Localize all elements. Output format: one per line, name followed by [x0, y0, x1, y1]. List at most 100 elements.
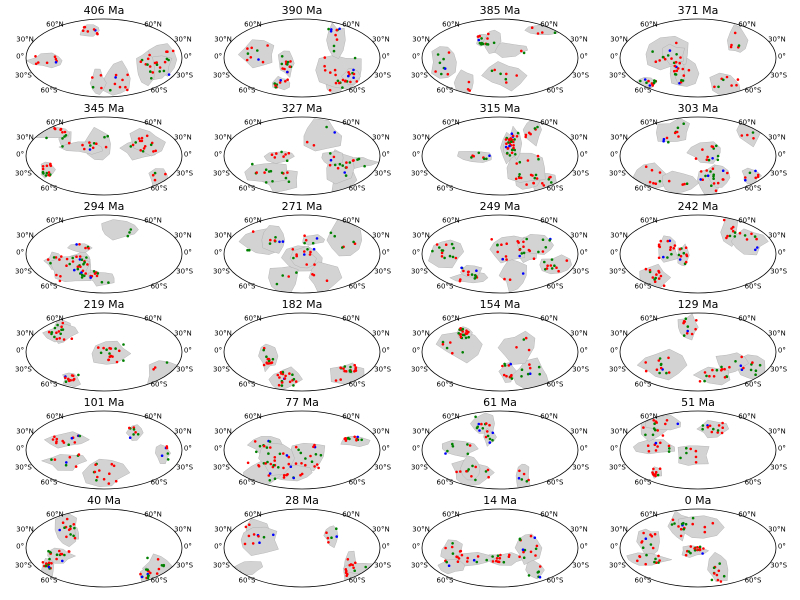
lat-tick-left: 30°S: [213, 562, 230, 570]
lat-tick-right: 60°N: [144, 511, 162, 519]
lat-tick-right: 30°S: [572, 268, 589, 276]
map-panel: 271 Ma 60°N 30°N 0° 30°S 60°S 60°N 30°N 0° 30°S 60…: [203, 196, 401, 294]
occurrence-point-red: [754, 176, 757, 180]
occurrence-point-red: [468, 89, 471, 92]
occurrence-point-red: [701, 148, 704, 151]
occurrence-point-red: [670, 57, 673, 60]
occurrence-point-red: [74, 465, 78, 468]
occurrence-point-green: [68, 262, 71, 266]
lat-tick-right: 30°N: [570, 232, 588, 240]
occurrence-point-green: [525, 480, 529, 483]
occurrence-point-green: [698, 545, 702, 549]
occurrence-point-green: [679, 456, 682, 460]
occurrence-point-green: [165, 361, 169, 364]
mollweide-map: 60°N 30°N 0° 30°S 60°S 60°N 30°N 0° 30°S 60°S: [411, 508, 590, 588]
occurrence-point-blue: [686, 329, 689, 333]
occurrence-point-green: [44, 564, 48, 568]
occurrence-point-green: [499, 72, 502, 76]
occurrence-point-red: [126, 73, 129, 77]
occurrence-point-red: [352, 72, 356, 76]
lat-tick-left: 30°S: [609, 268, 626, 276]
occurrence-point-red: [87, 247, 90, 250]
occurrence-point-red: [267, 357, 271, 361]
occurrence-point-green: [146, 568, 149, 571]
occurrence-point-red: [658, 467, 662, 470]
lat-tick-left: 0°: [16, 347, 24, 355]
landmass: [470, 412, 495, 434]
occurrence-point-red: [520, 49, 523, 53]
occurrence-point-red: [673, 69, 676, 73]
lat-tick-right: 30°S: [770, 72, 787, 80]
occurrence-point-red: [696, 546, 699, 549]
occurrence-point-green: [146, 576, 150, 580]
occurrence-point-green: [689, 551, 692, 555]
occurrence-point-red: [694, 461, 698, 464]
occurrence-point-red: [651, 276, 655, 279]
occurrence-point-green: [682, 122, 685, 125]
lat-tick-right: 60°S: [745, 381, 762, 389]
occurrence-point-green: [457, 332, 460, 335]
occurrence-point-green: [166, 452, 170, 455]
landmass: [302, 234, 325, 246]
occurrence-point-red: [341, 78, 345, 82]
landmass: [431, 46, 457, 79]
occurrence-point-green: [537, 250, 540, 254]
lat-tick-left: 60°S: [635, 185, 652, 193]
occurrence-point-red: [270, 153, 274, 156]
occurrence-point-green: [80, 276, 84, 279]
occurrence-point-red: [720, 431, 724, 435]
occurrence-point-green: [78, 434, 82, 438]
lat-tick-right: 60°N: [738, 21, 756, 29]
occurrence-point-green: [106, 134, 109, 138]
occurrence-point-red: [515, 74, 518, 77]
occurrence-point-red: [81, 29, 85, 32]
occurrence-point-red: [722, 218, 726, 222]
occurrence-point-red: [164, 172, 167, 176]
occurrence-point-red: [276, 373, 280, 377]
occurrence-point-green: [645, 81, 648, 84]
occurrence-point-blue: [518, 254, 521, 258]
occurrence-point-red: [726, 171, 729, 175]
occurrence-point-red: [504, 255, 508, 258]
occurrence-point-red: [64, 376, 67, 380]
occurrence-point-red: [78, 243, 81, 246]
lat-tick-right: 60°S: [151, 577, 168, 585]
lat-tick-right: 60°N: [540, 315, 558, 323]
occurrence-point-red: [725, 75, 729, 79]
panel-title: 129 Ma: [677, 298, 719, 311]
mollweide-map: 60°N 30°N 0° 30°S 60°S 60°N 30°N 0° 30°S 60°S: [15, 508, 194, 588]
occurrence-point-green: [522, 338, 526, 341]
panel-title: 371 Ma: [677, 4, 719, 17]
mollweide-map: 60°N 30°N 0° 30°S 60°S 60°N 30°N 0° 30°S 60°S: [609, 116, 788, 196]
map-panel: 51 Ma 60°N 30°N 0° 30°S 60°S 60°N 30°N 0° 30°S 60°…: [599, 392, 797, 490]
occurrence-point-red: [693, 547, 696, 550]
occurrence-point-green: [286, 63, 289, 66]
occurrence-point-green: [491, 438, 494, 442]
occurrence-point-red: [59, 275, 62, 278]
lat-tick-right: 0°: [580, 543, 588, 551]
lat-tick-left: 30°S: [609, 366, 626, 374]
map-boundary: [223, 18, 381, 98]
occurrence-point-green: [108, 352, 111, 355]
occurrence-point-red: [713, 85, 716, 89]
occurrence-point-red: [644, 165, 648, 168]
lat-tick-left: 30°S: [15, 562, 32, 570]
mollweide-map: 60°N 30°N 0° 30°S 60°S 60°N 30°N 0° 30°S 60°S: [609, 410, 788, 490]
occurrence-point-blue: [335, 535, 338, 538]
lat-tick-right: 30°N: [570, 428, 588, 436]
occurrence-point-blue: [491, 431, 495, 435]
occurrence-point-red: [532, 181, 535, 185]
occurrence-point-blue: [744, 178, 747, 182]
occurrence-point-red: [496, 560, 500, 563]
occurrence-point-green: [717, 85, 720, 89]
occurrence-point-red: [714, 189, 718, 192]
lat-tick-left: 0°: [214, 347, 222, 355]
occurrence-point-green: [534, 173, 538, 177]
map-boundary: [421, 410, 579, 490]
lat-tick-right: 30°S: [176, 170, 193, 178]
occurrence-point-red: [243, 542, 247, 546]
occurrence-point-red: [659, 441, 662, 445]
occurrence-point-blue: [352, 68, 355, 72]
landmass: [43, 431, 90, 449]
occurrence-point-red: [512, 144, 515, 147]
